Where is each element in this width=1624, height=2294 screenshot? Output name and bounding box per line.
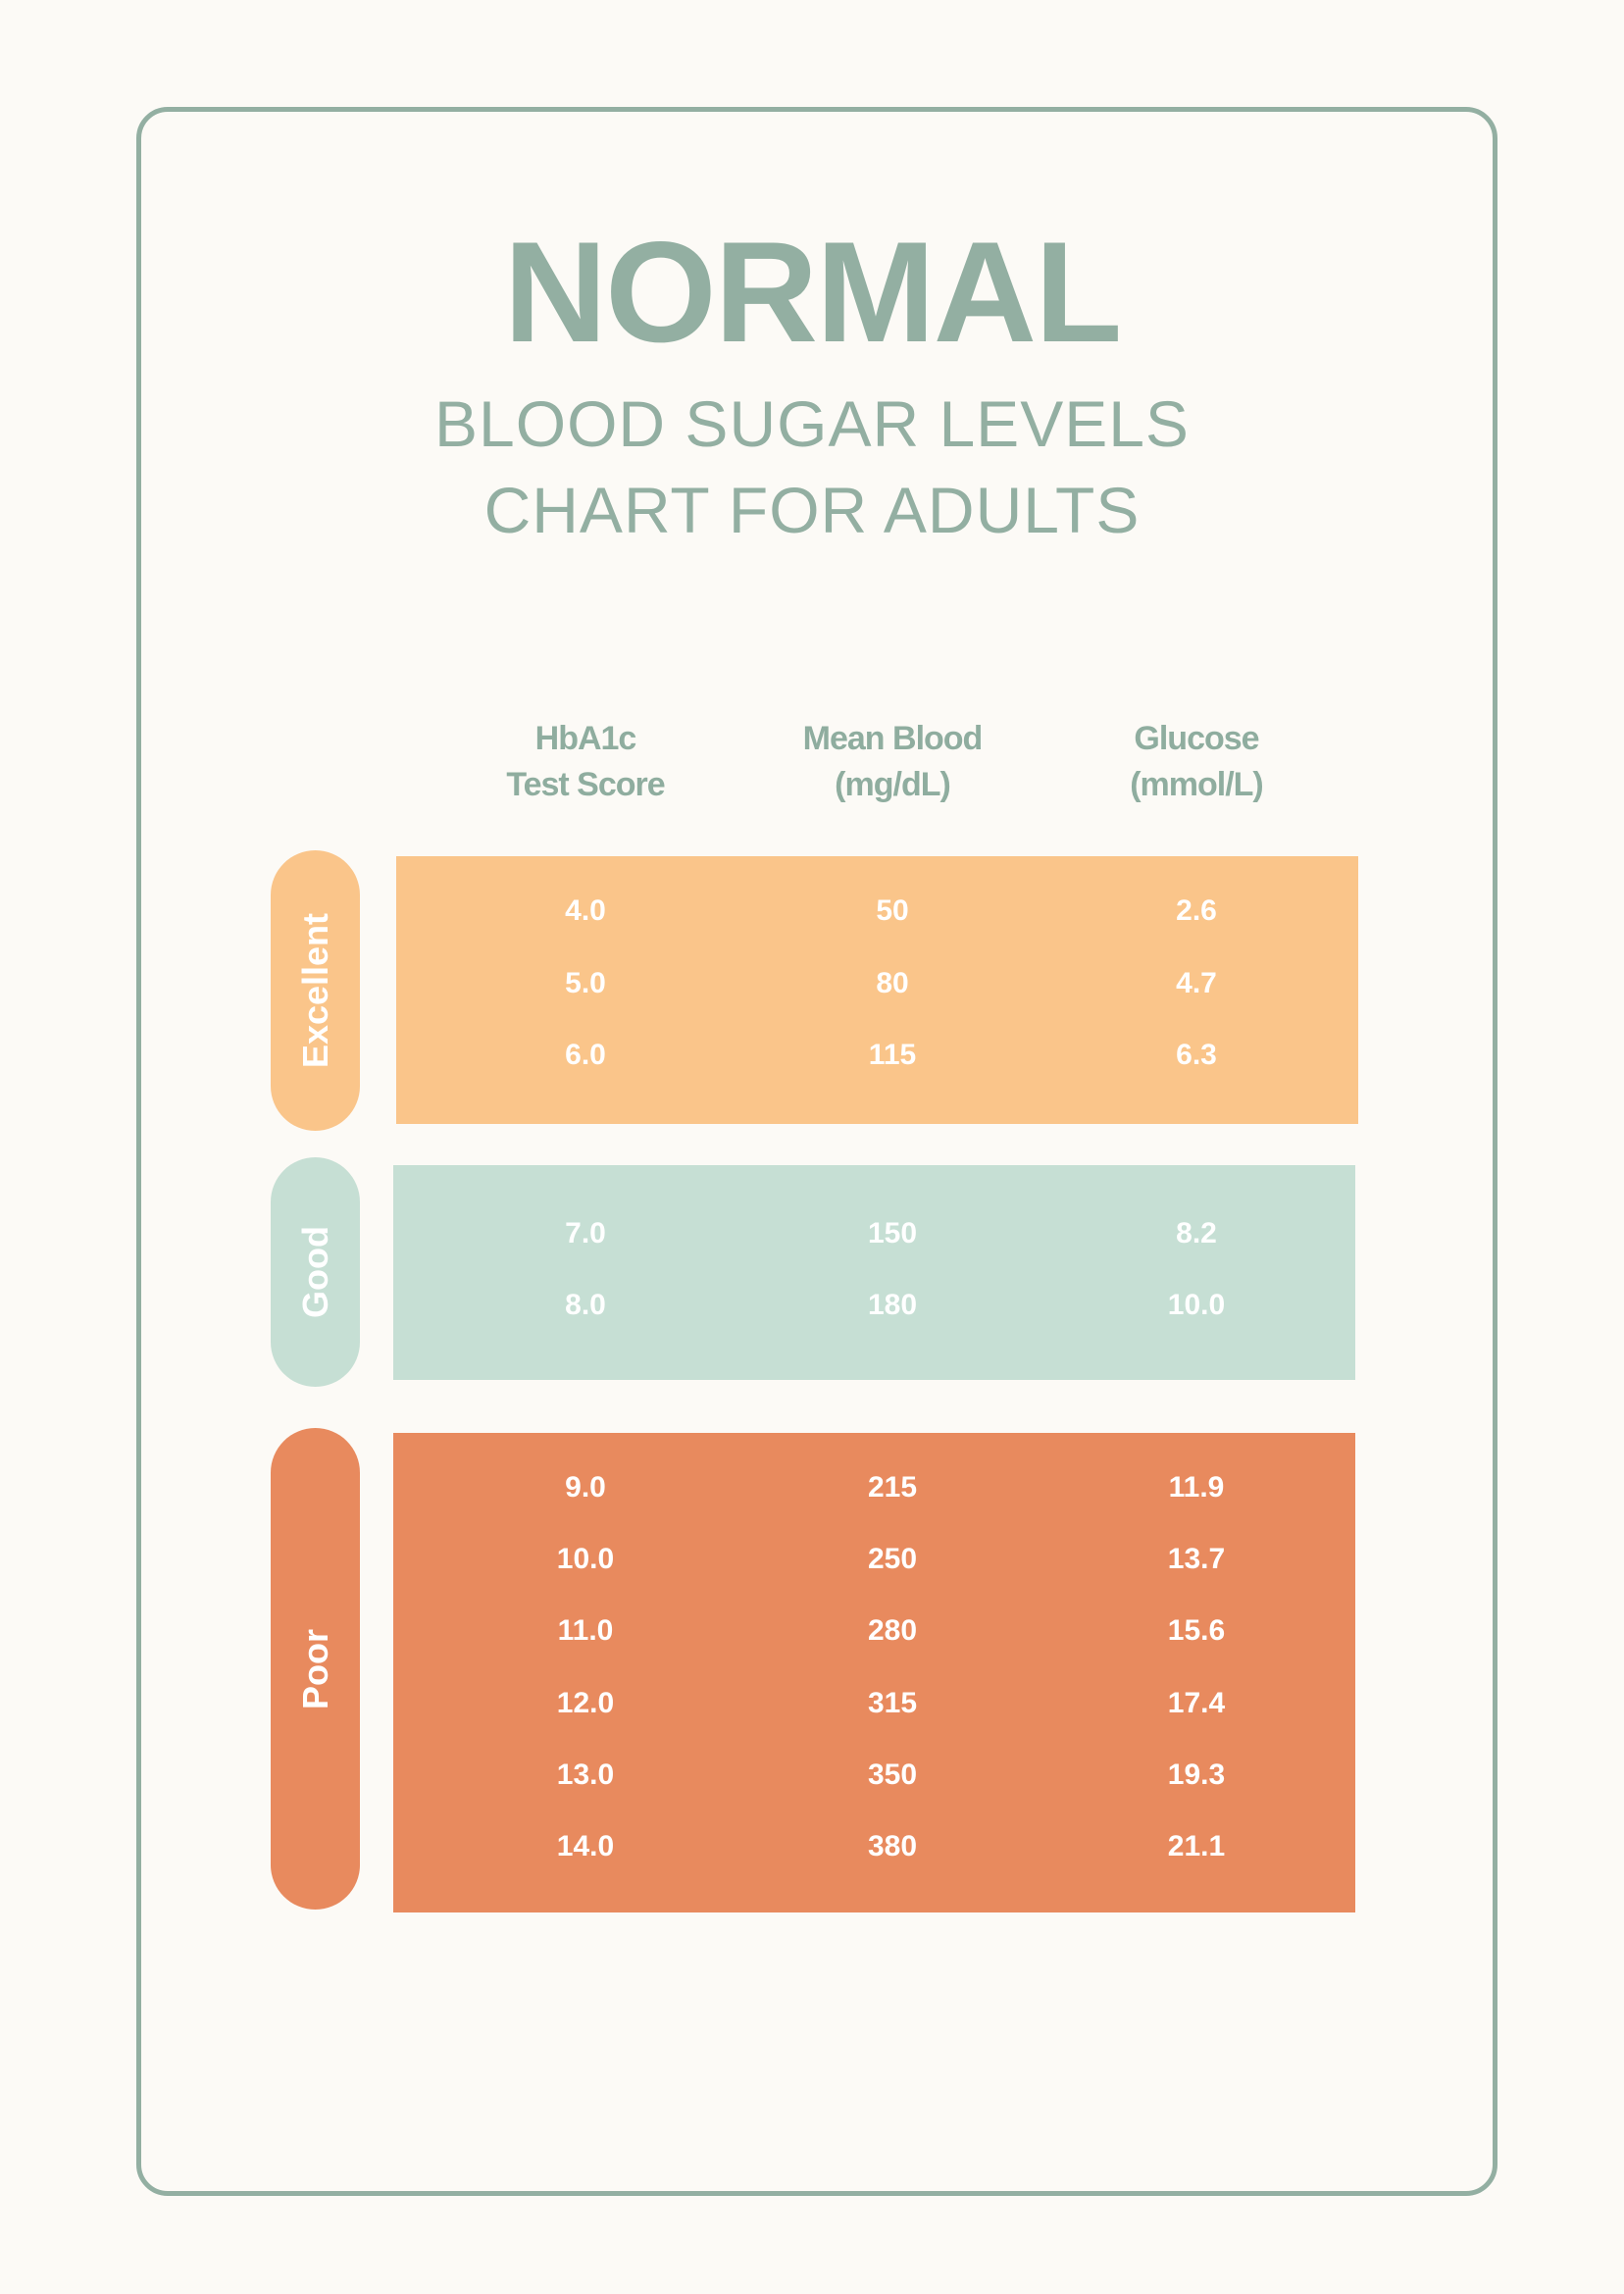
table-cell: 350 <box>867 1759 918 1791</box>
header-line: Glucose <box>1134 720 1259 757</box>
group-label: Excellent <box>294 912 335 1069</box>
table-cell: 8.2 <box>1176 1217 1217 1249</box>
table-cell: 13.0 <box>556 1759 615 1791</box>
table-cell: 12.0 <box>556 1687 615 1719</box>
group-label: Poor <box>294 1628 335 1709</box>
header-line: (mmol/L) <box>1130 766 1264 803</box>
group-band-good <box>393 1165 1355 1380</box>
header-line: HbA1c <box>534 720 637 757</box>
table-cell: 17.4 <box>1167 1687 1226 1719</box>
table-cell: 5.0 <box>565 967 606 999</box>
table-cell: 14.0 <box>556 1830 615 1862</box>
table-cell: 380 <box>867 1830 918 1862</box>
subtitle-line-1: BLOOD SUGAR LEVELS <box>434 387 1190 460</box>
table-cell: 4.0 <box>565 894 606 927</box>
group-label-pill: Good <box>271 1157 360 1387</box>
table-cell: 250 <box>867 1543 918 1575</box>
table-cell: 115 <box>868 1039 917 1071</box>
table-cell: 6.0 <box>565 1039 606 1071</box>
subtitle-line-2: CHART FOR ADULTS <box>483 474 1141 546</box>
group-label-pill: Poor <box>271 1428 360 1910</box>
table-cell: 6.3 <box>1176 1039 1217 1071</box>
column-header-glucose: Glucose (mmol/L) <box>1049 716 1344 808</box>
table-cell: 80 <box>876 967 909 999</box>
header-line: Mean Blood <box>802 720 984 757</box>
table-cell: 9.0 <box>565 1471 606 1504</box>
table-cell: 19.3 <box>1167 1759 1226 1791</box>
group-label-pill: Excellent <box>271 850 360 1131</box>
table-cell: 11.9 <box>1168 1471 1225 1504</box>
column-header-mean-blood: Mean Blood (mg/dL) <box>745 716 1040 808</box>
table-cell: 11.0 <box>557 1614 614 1647</box>
table-cell: 50 <box>876 894 909 927</box>
table-cell: 7.0 <box>565 1217 606 1249</box>
table-cell: 150 <box>867 1217 918 1249</box>
group-band-poor <box>393 1433 1355 1912</box>
group-band-excellent <box>396 856 1358 1124</box>
table-cell: 180 <box>867 1289 918 1321</box>
page-subtitle: BLOOD SUGAR LEVELS CHART FOR ADULTS <box>0 381 1624 553</box>
table-cell: 15.6 <box>1167 1614 1226 1647</box>
table-cell: 2.6 <box>1176 894 1217 927</box>
table-cell: 4.7 <box>1176 967 1217 999</box>
column-header-hba1c: HbA1c Test Score <box>438 716 733 808</box>
group-label: Good <box>294 1226 335 1318</box>
table-cell: 280 <box>867 1614 918 1647</box>
table-cell: 315 <box>867 1687 918 1719</box>
table-cell: 13.7 <box>1167 1543 1226 1575</box>
header-line: Test Score <box>506 766 665 803</box>
header-line: (mg/dL) <box>835 766 951 803</box>
table-cell: 8.0 <box>565 1289 606 1321</box>
table-cell: 10.0 <box>556 1543 615 1575</box>
table-cell: 215 <box>867 1471 918 1504</box>
table-cell: 21.1 <box>1167 1830 1226 1862</box>
page-title: NORMAL <box>503 212 1123 372</box>
page-frame <box>136 107 1497 2196</box>
table-cell: 10.0 <box>1167 1289 1226 1321</box>
